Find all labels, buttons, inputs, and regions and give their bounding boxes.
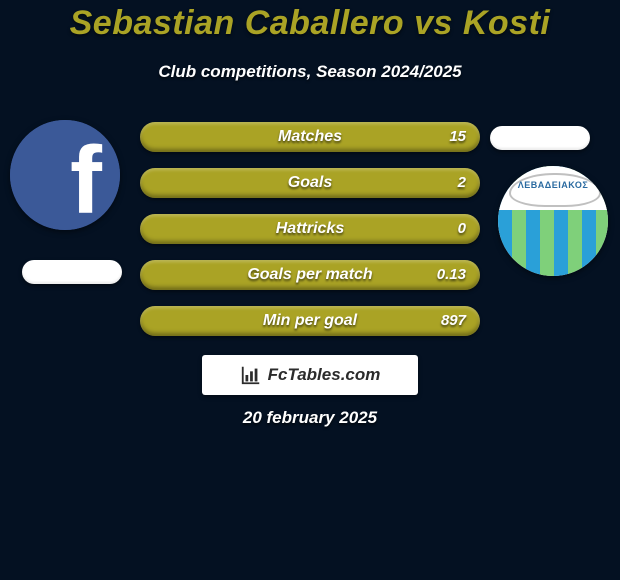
page-title: Sebastian Caballero vs Kosti — [0, 4, 620, 43]
brand-box[interactable]: FcTables.com — [202, 355, 418, 395]
stat-bar-value-right: 0 — [458, 214, 466, 244]
facebook-icon: f — [10, 120, 120, 230]
stat-bar: Goals per match0.13 — [140, 260, 480, 290]
player-left-name-pill — [22, 260, 122, 284]
player-right-name-pill — [490, 126, 590, 150]
player-right-avatar: ΛΕΒΑΔΕΙΑΚΟΣ — [498, 166, 608, 276]
club-badge-icon: ΛΕΒΑΔΕΙΑΚΟΣ — [498, 166, 608, 276]
stat-bar: Hattricks0 — [140, 214, 480, 244]
stat-bar: Min per goal897 — [140, 306, 480, 336]
stat-bar-value-right: 15 — [449, 122, 466, 152]
stat-bar-label: Goals per match — [140, 260, 480, 290]
stat-bar-value-right: 0.13 — [437, 260, 466, 290]
facebook-f-glyph: f — [70, 126, 102, 230]
chart-icon — [240, 364, 262, 386]
stat-bar-label: Matches — [140, 122, 480, 152]
comparison-card: Sebastian Caballero vs Kosti Club compet… — [0, 0, 620, 580]
brand-text: FcTables.com — [268, 365, 381, 385]
stat-bar-label: Hattricks — [140, 214, 480, 244]
page-subtitle: Club competitions, Season 2024/2025 — [0, 62, 620, 82]
stat-bar-value-right: 897 — [441, 306, 466, 336]
date-text: 20 february 2025 — [0, 408, 620, 428]
stat-bar-value-right: 2 — [458, 168, 466, 198]
club-badge-text: ΛΕΒΑΔΕΙΑΚΟΣ — [498, 180, 608, 190]
stat-bar-label: Min per goal — [140, 306, 480, 336]
stat-bar-label: Goals — [140, 168, 480, 198]
stat-bars: Matches15 Goals2 Hattricks0 Goals per match… — [140, 122, 480, 352]
stat-bar: Goals2 — [140, 168, 480, 198]
player-left-avatar: f — [10, 120, 120, 230]
stat-bar: Matches15 — [140, 122, 480, 152]
